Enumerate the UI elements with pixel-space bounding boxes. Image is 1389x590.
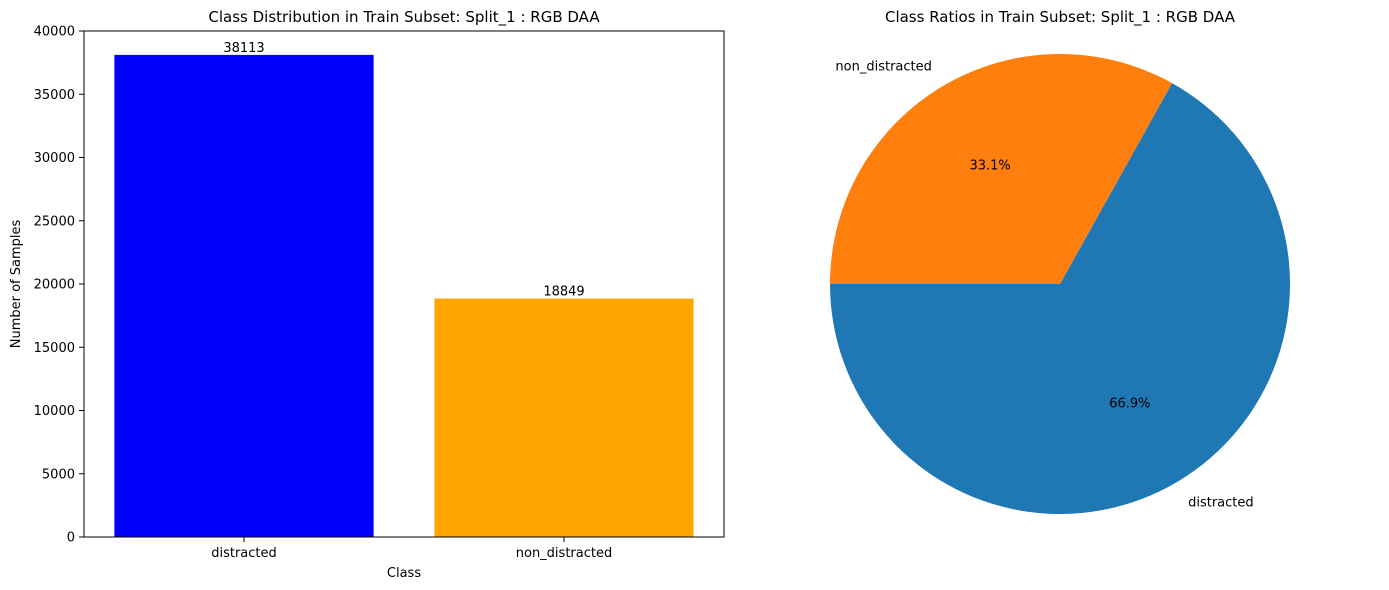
- x-tick-label: distracted: [211, 546, 277, 561]
- y-tick-label: 30000: [34, 151, 75, 166]
- y-tick-label: 5000: [42, 467, 75, 482]
- bar-x-axis-label: Class: [387, 566, 421, 581]
- y-tick-label: 25000: [34, 214, 75, 229]
- y-tick-label: 10000: [34, 404, 75, 419]
- pie-percent-label: 66.9%: [1109, 397, 1150, 412]
- bar-chart-title: Class Distribution in Train Subset: Spli…: [208, 8, 600, 27]
- pie-slice-distracted: [830, 83, 1291, 515]
- bar-non_distracted: [434, 298, 694, 537]
- bar-data-label: 38113: [223, 41, 264, 56]
- bar-data-label: 18849: [543, 285, 584, 300]
- bar-y-axis-label: Number of Samples: [9, 220, 24, 349]
- y-tick-label: 20000: [34, 278, 75, 293]
- pie-chart-title: Class Ratios in Train Subset: Split_1 : …: [885, 8, 1236, 27]
- bar-chart: Class Distribution in Train Subset: Spli…: [9, 8, 725, 581]
- pie-marks: 66.9% distracted 33.1% non_distracted: [830, 54, 1291, 515]
- y-tick-label: 35000: [34, 88, 75, 103]
- pie-slice-label: distracted: [1188, 496, 1254, 511]
- y-tick-label: 0: [67, 531, 75, 546]
- bar-distracted: [114, 54, 374, 538]
- y-tick-label: 15000: [34, 341, 75, 356]
- bar-marks: 38113 18849: [114, 41, 694, 538]
- pie-chart: Class Ratios in Train Subset: Split_1 : …: [830, 8, 1291, 515]
- pie-percent-label: 33.1%: [969, 158, 1010, 173]
- x-tick-label: non_distracted: [516, 546, 612, 561]
- y-tick-label: 40000: [34, 25, 75, 40]
- pie-slice-label: non_distracted: [835, 59, 931, 74]
- bar-x-axis-ticks: distracted non_distracted: [211, 537, 612, 561]
- bar-y-axis-ticks: 0 5000 10000 15000 20000 25000 30000 35000 40000: [34, 25, 84, 546]
- pie-slice-non_distracted: [830, 54, 1173, 284]
